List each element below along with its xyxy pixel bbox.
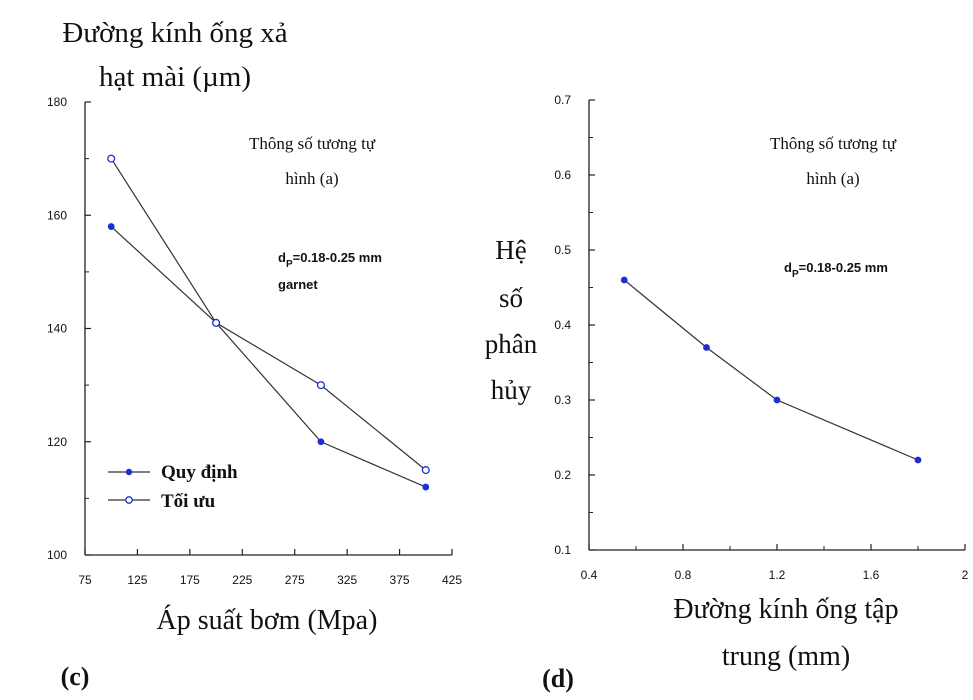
chart-d-xlabel-line-1: Đường kính ống tập	[673, 594, 898, 625]
chart-c-series-1-point	[316, 381, 325, 390]
chart-c-series-1-point	[107, 154, 116, 163]
chart-c-series-0-point	[107, 223, 115, 230]
chart-d-xtick-label: 0.8	[675, 568, 692, 582]
chart-c-series-0-line	[110, 226, 427, 488]
chart-c-xtick-label: 225	[232, 573, 252, 587]
chart-c-ytick-label: 100	[47, 548, 67, 562]
chart-d-ytick-label: 0.3	[554, 393, 571, 407]
chart-d-ylabel-line-3: phân	[485, 329, 538, 359]
chart-d-ytick-label: 0.2	[554, 468, 571, 482]
chart-d-ylabel-line-2: số	[499, 283, 524, 313]
chart-d-ylabel-line-1: Hệ	[495, 235, 526, 265]
chart-c-xtick-label: 375	[390, 573, 410, 587]
chart-d-xlabel-line-2: trung (mm)	[722, 641, 850, 672]
chart-c-legend: Quy định Tối ưu	[108, 462, 238, 512]
chart-c-xtick-label: 325	[337, 573, 357, 587]
chart-d-xtick-label: 0.4	[581, 568, 598, 582]
chart-c-xtick-label: 175	[180, 573, 200, 587]
chart-d-ytick-label: 0.5	[554, 243, 571, 257]
chart-d: 0.1 0.2 0.3 0.4 0.5 0.6 0.7 0.4 0.8 1.2 1.6 2 Hệ s…	[485, 93, 969, 693]
chart-d-ytick-label: 0.6	[554, 168, 571, 182]
chart-c-series-0-point	[317, 438, 325, 446]
chart-d-xtick-label: 1.6	[863, 568, 880, 582]
chart-d-series-0-point	[620, 276, 628, 284]
chart-c-ytick-label: 140	[47, 322, 67, 336]
legend-label-toi-uu: Tối ưu	[161, 491, 216, 512]
chart-c-dp-annotation: dP=0.18-0.25 mm	[278, 250, 382, 270]
chart-c-series-1-point	[212, 318, 221, 327]
chart-c-xlabel: Áp suất bơm (Mpa)	[157, 605, 378, 636]
chart-d-ytick-label: 0.1	[554, 543, 571, 557]
chart-c-ytick-label: 120	[47, 435, 67, 449]
chart-c-xtick-label: 125	[127, 573, 147, 587]
chart-c-series-1-line	[110, 158, 427, 471]
chart-d-series-0-line	[623, 279, 919, 461]
chart-c-series-1-point	[421, 466, 430, 475]
legend-marker-toi-uu	[125, 496, 133, 504]
chart-d-panel-label: (d)	[542, 664, 574, 693]
chart-d-series-0-point	[703, 344, 710, 351]
chart-c-panel-label: (c)	[61, 662, 90, 691]
chart-c-material-annotation: garnet	[278, 277, 318, 292]
chart-c-ylabel-line-1: Đường kính ống xả	[62, 17, 287, 49]
legend-label-quy-dinh: Quy định	[161, 462, 238, 483]
chart-d-note-line-2: hình (a)	[806, 169, 859, 188]
chart-c-xtick-label: 75	[78, 573, 92, 587]
chart-d-dp-annotation: dP=0.18-0.25 mm	[784, 260, 888, 280]
chart-c: Đường kính ống xả hạt mài (µm) 100 120 140…	[47, 17, 462, 691]
chart-c-note-line-2: hình (a)	[285, 169, 338, 188]
chart-d-series-0-point	[773, 396, 781, 404]
chart-c-ytick-label: 160	[47, 208, 67, 222]
chart-d-ytick-label: 0.7	[554, 93, 571, 107]
chart-d-xtick-label: 1.2	[769, 568, 786, 582]
chart-c-xtick-label: 425	[442, 573, 462, 587]
chart-c-ylabel-line-2: hạt mài (µm)	[99, 61, 251, 93]
chart-d-xtick-label: 2	[962, 568, 969, 582]
chart-c-series-0-point	[422, 483, 430, 491]
chart-c-note-line-1: Thông số tương tự	[249, 134, 376, 153]
chart-d-series-0-point	[914, 456, 922, 464]
chart-d-note-line-1: Thông số tương tự	[770, 134, 897, 153]
chart-d-ylabel-line-4: hủy	[491, 375, 532, 405]
legend-marker-quy-dinh	[125, 468, 133, 476]
chart-d-ytick-label: 0.4	[554, 318, 571, 332]
chart-c-ytick-label: 180	[47, 95, 67, 109]
chart-c-xtick-label: 275	[285, 573, 305, 587]
